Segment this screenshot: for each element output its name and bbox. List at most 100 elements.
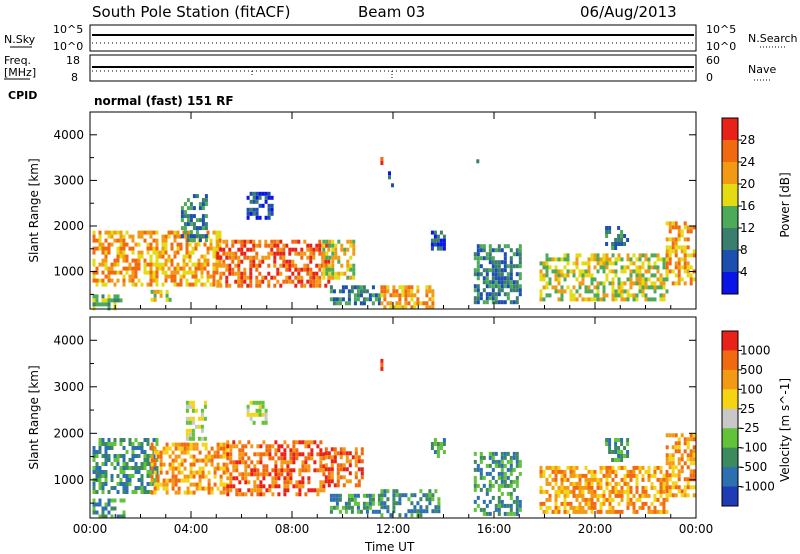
data-cell bbox=[482, 280, 486, 285]
data-cell bbox=[593, 477, 597, 482]
data-cell bbox=[428, 289, 432, 294]
data-cell bbox=[113, 458, 117, 462]
data-cell bbox=[171, 482, 175, 487]
data-cell bbox=[110, 462, 114, 466]
data-cell bbox=[575, 289, 579, 294]
data-cell bbox=[324, 263, 328, 268]
data-cell bbox=[653, 509, 657, 514]
data-cell bbox=[629, 477, 633, 482]
data-cell bbox=[584, 481, 588, 486]
data-cell bbox=[641, 285, 645, 290]
data-cell bbox=[185, 262, 189, 267]
data-cell bbox=[352, 263, 356, 268]
colorbar-frame bbox=[721, 330, 739, 507]
data-cell bbox=[186, 478, 190, 483]
data-cell bbox=[177, 486, 181, 491]
data-cell bbox=[110, 478, 114, 482]
data-cell bbox=[107, 242, 111, 247]
data-cell bbox=[344, 285, 348, 290]
data-cell bbox=[212, 230, 216, 235]
data-cell bbox=[252, 263, 256, 268]
data-cell bbox=[442, 442, 446, 446]
data-cell bbox=[407, 289, 411, 294]
data-cell bbox=[665, 277, 669, 282]
colorbar-segment bbox=[722, 331, 738, 351]
data-cell bbox=[497, 459, 501, 464]
data-cell bbox=[258, 279, 262, 284]
data-cell bbox=[249, 283, 253, 288]
data-cell bbox=[545, 269, 549, 274]
data-cell bbox=[539, 261, 543, 266]
data-cell bbox=[608, 497, 612, 502]
data-cell bbox=[203, 262, 207, 267]
data-cell bbox=[617, 465, 621, 470]
data-cell bbox=[488, 296, 492, 301]
data-cell bbox=[416, 289, 420, 294]
data-cell bbox=[116, 250, 120, 255]
data-cell bbox=[436, 450, 440, 454]
data-cell bbox=[219, 446, 223, 451]
data-cell bbox=[590, 253, 594, 258]
data-cell bbox=[566, 257, 570, 262]
data-cell bbox=[336, 479, 340, 484]
data-cell bbox=[665, 469, 669, 474]
data-cell bbox=[107, 458, 111, 462]
data-cell bbox=[665, 489, 669, 494]
data-cell bbox=[252, 239, 256, 244]
data-cell bbox=[617, 242, 621, 246]
data-cell bbox=[229, 476, 233, 481]
data-cell bbox=[641, 489, 645, 494]
data-cell bbox=[180, 462, 184, 467]
data-cell bbox=[614, 297, 618, 302]
data-cell bbox=[503, 475, 507, 480]
nsky-panel-frame bbox=[89, 24, 697, 52]
data-cell bbox=[104, 482, 108, 486]
data-cell bbox=[689, 265, 693, 270]
data-cell bbox=[401, 285, 405, 290]
data-cell bbox=[638, 269, 642, 274]
data-cell bbox=[276, 267, 280, 272]
data-cell bbox=[310, 488, 314, 493]
data-cell bbox=[237, 283, 241, 288]
data-cell bbox=[297, 251, 301, 256]
data-cell bbox=[268, 484, 272, 489]
data-cell bbox=[255, 408, 259, 413]
data-cell bbox=[368, 493, 372, 498]
data-cell bbox=[425, 285, 429, 290]
data-cell bbox=[319, 460, 323, 465]
data-cell bbox=[359, 301, 363, 306]
data-cell bbox=[219, 275, 223, 280]
data-cell bbox=[647, 265, 651, 270]
data-cell bbox=[644, 485, 648, 490]
data-cell bbox=[473, 459, 477, 464]
data-cell bbox=[98, 502, 102, 507]
data-cell bbox=[368, 501, 372, 506]
nsearch-tick-bottom: 10^0 bbox=[706, 40, 736, 53]
data-cell bbox=[497, 495, 501, 500]
data-cell bbox=[192, 238, 196, 243]
data-cell bbox=[353, 497, 357, 502]
data-cell bbox=[542, 277, 546, 282]
data-cell bbox=[171, 478, 175, 483]
data-cell bbox=[243, 243, 247, 248]
data-cell bbox=[134, 270, 138, 275]
data-cell bbox=[515, 264, 519, 269]
data-cell bbox=[479, 475, 483, 480]
data-cell bbox=[170, 278, 174, 283]
data-cell bbox=[180, 450, 184, 455]
data-cell bbox=[575, 465, 579, 470]
data-cell bbox=[212, 250, 216, 255]
data-cell bbox=[146, 462, 150, 466]
data-cell bbox=[674, 253, 678, 258]
data-cell bbox=[309, 275, 313, 280]
data-cell bbox=[352, 271, 356, 276]
data-cell bbox=[557, 281, 561, 286]
data-cell bbox=[165, 450, 169, 455]
data-cell bbox=[285, 243, 289, 248]
data-cell bbox=[116, 474, 120, 478]
data-cell bbox=[509, 483, 513, 488]
colorbar-segment bbox=[722, 369, 738, 390]
data-cell bbox=[641, 505, 645, 510]
data-cell bbox=[692, 437, 696, 442]
data-cell bbox=[629, 469, 633, 474]
